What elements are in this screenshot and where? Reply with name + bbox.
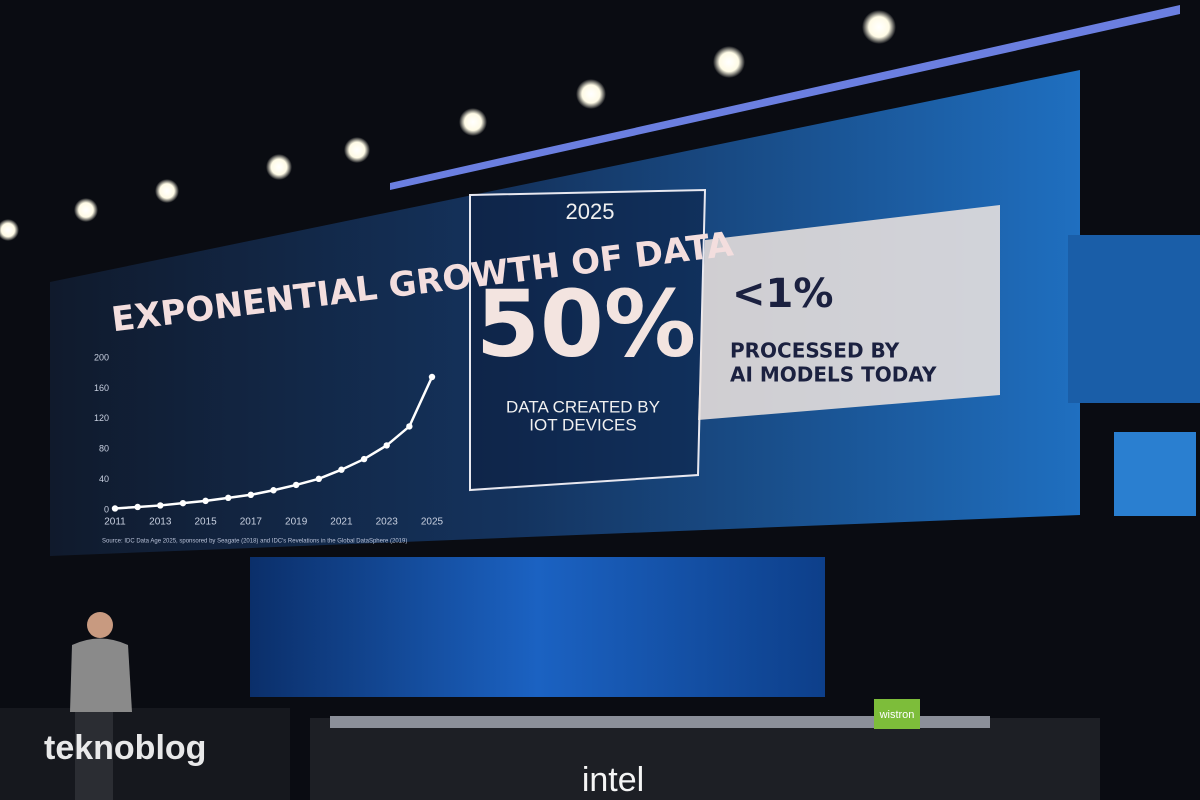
data-point xyxy=(428,373,436,381)
side-screen xyxy=(1068,235,1200,403)
light-strip xyxy=(390,5,1180,190)
sponsor-sign xyxy=(874,699,920,729)
x-tick-label: 2011 xyxy=(104,517,126,528)
data-point xyxy=(383,442,390,449)
desk xyxy=(310,718,1100,800)
x-tick-label: 2021 xyxy=(330,517,353,528)
data-point xyxy=(225,494,232,502)
sponsor-text: wistron xyxy=(879,709,915,721)
x-tick-label: 2017 xyxy=(240,517,263,528)
data-point xyxy=(134,503,141,511)
data-point xyxy=(111,505,119,512)
stat-caption: PROCESSED BY xyxy=(730,339,900,363)
x-tick-label: 2023 xyxy=(376,517,399,528)
stat-panel xyxy=(698,205,1000,420)
y-tick-label: 160 xyxy=(94,383,109,393)
x-tick-label: 2019 xyxy=(285,517,308,528)
stat-year: 2025 xyxy=(566,199,615,224)
ceiling-lights xyxy=(0,10,896,241)
stat-box xyxy=(469,188,707,492)
lower-screen xyxy=(250,557,825,697)
data-point xyxy=(406,423,413,430)
x-tick-label: 2025 xyxy=(421,517,444,528)
y-tick-label: 40 xyxy=(99,474,109,484)
x-tick-label: 2015 xyxy=(194,517,217,528)
stat-caption: DATA CREATED BY xyxy=(506,397,660,416)
data-point xyxy=(247,491,255,498)
presenter xyxy=(70,612,132,800)
x-tick-label: 2013 xyxy=(149,517,172,528)
y-tick-label: 120 xyxy=(94,413,109,423)
y-tick-label: 0 xyxy=(104,504,109,514)
y-tick-label: 200 xyxy=(94,352,109,362)
data-point xyxy=(179,499,187,507)
desk xyxy=(0,708,290,800)
side-screen xyxy=(1114,432,1196,516)
data-point xyxy=(315,475,322,483)
data-point xyxy=(292,481,300,489)
source-note: Source: IDC Data Age 2025, sponsored by … xyxy=(102,539,407,545)
data-point xyxy=(202,497,209,505)
watermark: teknoblog xyxy=(44,729,206,767)
data-point xyxy=(270,487,277,494)
stat-caption: IOT DEVICES xyxy=(529,415,636,434)
big-stat: 50% xyxy=(476,270,696,377)
y-tick-label: 80 xyxy=(99,444,109,454)
growth-chart: 0 40 80 120 160 200 2011 2013 2015 2017 2019 2021 20… xyxy=(94,352,444,527)
data-point xyxy=(157,502,164,509)
data-point xyxy=(360,455,368,463)
stat-caption: AI MODELS TODAY xyxy=(730,363,937,387)
logo: intel xyxy=(582,761,644,799)
small-stat: <1% xyxy=(732,271,833,317)
desk-top xyxy=(330,716,990,728)
data-point xyxy=(338,466,345,473)
